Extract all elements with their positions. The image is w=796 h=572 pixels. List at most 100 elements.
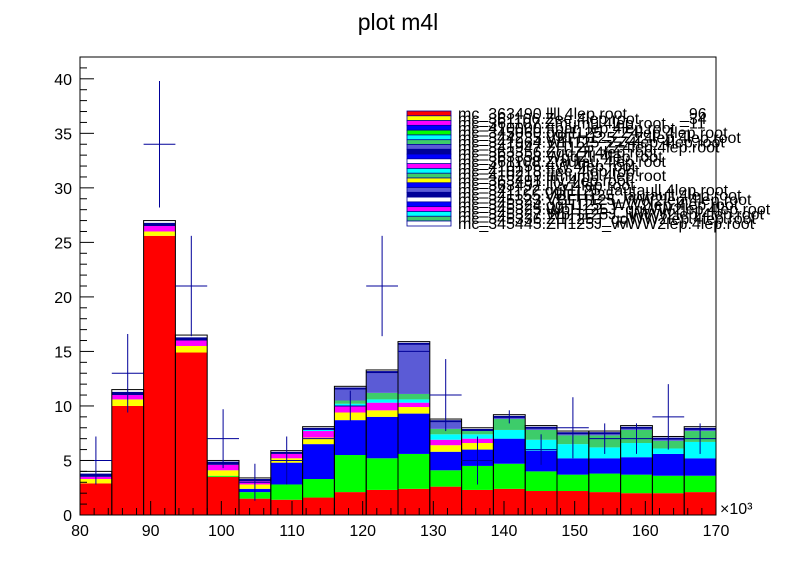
stack-bar-s5-b10: [398, 399, 430, 403]
data-point: [652, 384, 685, 450]
data-point: [111, 333, 144, 413]
legend-entry: mc_345336.ZH125J_qqWW2lep.4lep.root: [406, 211, 757, 228]
stack-bar-s4-b10: [398, 402, 430, 408]
x-tick-label: 100: [208, 523, 235, 540]
stack-bar-s0-b9: [366, 489, 398, 515]
y-tick-label: 40: [54, 72, 72, 89]
data-point: [143, 80, 176, 208]
stack-bar-s8-b7: [302, 427, 335, 430]
stack-bar-s1-b7: [302, 479, 335, 498]
legend-label: mc_345336.ZH125J_qqWW2lep.4lep.root: [458, 211, 757, 228]
legend-label: mc_341964.WH125_ZZ4lep.4lep.root: [458, 135, 725, 152]
stack-bar-s6-b11: [429, 428, 462, 435]
legend-label: mc_345060.ggH125_ZZ4lep.4lep.root: [458, 125, 728, 142]
stack-bar-s1-b10: [398, 453, 430, 489]
stack-bar-s2-b18: [652, 453, 685, 476]
stack-bar-s4-b7: [302, 431, 335, 438]
stack-bar-s4-b11: [429, 439, 462, 446]
stack-bar-s9-b10: [398, 341, 430, 343]
stack-bar-s1-b19: [684, 475, 716, 493]
stack-bar-s0-b16: [588, 492, 621, 515]
stack-bar-s9-b3: [175, 335, 208, 338]
y-tick-label: 0: [63, 508, 72, 525]
data-point: [525, 434, 557, 465]
stack-bar-s6-b10: [398, 393, 430, 400]
legend-label: mc_363491.lllv.4lep.root: [458, 173, 631, 190]
legend-label: mc_363492.llvv.4lep.root: [458, 178, 635, 195]
stack-bar-s0-b10: [398, 488, 430, 515]
stack-bar-s2-b19: [684, 458, 716, 476]
stack-bar-s5-b13: [493, 429, 526, 439]
legend-entry: mc_345325.WpH125J_qqWW2lep.4lep.root: [406, 202, 771, 219]
stack-bar-s0-b13: [493, 488, 526, 515]
stack-bar-s2-b10: [398, 413, 430, 454]
data-points: [80, 80, 716, 501]
y-tick-label: 5: [63, 453, 72, 470]
data-point: [207, 409, 239, 469]
legend-label: mc_344235.VBFH125_ZZ4lep.4lep.root: [458, 130, 741, 147]
stack-bar-s7-b9: [366, 373, 398, 393]
stack-bar-s3-b9: [366, 410, 398, 417]
data-point: [334, 390, 367, 422]
stack-bar-s5-b11: [429, 434, 462, 440]
y-tick-label: 25: [54, 235, 72, 252]
legend-entry: mc_341155.VBFH125_tautaull.4lep.root: [406, 187, 742, 204]
legend-swatch: [406, 215, 452, 222]
data-point: [175, 235, 208, 337]
legend-swatch: [406, 191, 452, 198]
stack-bar-s8-b8: [334, 387, 367, 390]
legend-swatch: [406, 206, 452, 213]
stack-bar-s0-b3: [175, 352, 208, 515]
stack-bar-s9-b9: [366, 369, 398, 372]
stack-bar-s4-b3: [175, 340, 208, 346]
stack-bar-s1-b14: [525, 471, 557, 492]
x-tick-label: 80: [71, 523, 89, 540]
legend-label: mc_363490.llll.4lep.root: [458, 106, 628, 123]
data-point: [429, 359, 462, 432]
x-tick-label: 110: [279, 523, 305, 540]
x-tick-label: 140: [491, 523, 518, 540]
stack-bar-s5-b18: [652, 448, 685, 454]
stack-bar-s1-b18: [652, 475, 685, 494]
legend-swatch: [406, 110, 452, 117]
stack-bar-s1-b8: [334, 455, 367, 493]
legend-entry: mc_361106.Zee.4lep.root _34: [406, 111, 707, 128]
stack-bar-s8-b3: [175, 337, 208, 341]
y-tick-label: 30: [54, 181, 72, 198]
data-point: [557, 397, 589, 459]
stack-bar-s1-b15: [557, 474, 589, 492]
stack-bar-s1-b16: [588, 473, 621, 493]
stack-bar-s2-b8: [334, 420, 367, 456]
x-tick-label: 120: [349, 523, 376, 540]
stack-bar-s9-b8: [334, 386, 367, 388]
legend-swatch: [406, 144, 452, 150]
y-tick-label: 10: [54, 399, 72, 416]
x-tick-label: 130: [420, 523, 447, 540]
legend-swatch: [406, 129, 452, 136]
legend-label: mc_345323.VBFH125_WW2lep.4lep.root: [458, 192, 752, 209]
stack-bar-s3-b11: [429, 445, 462, 452]
legend-label: mc_345325.WpH125J_qqWW2lep.4lep.root: [458, 202, 771, 219]
y-tick-label: 35: [54, 126, 72, 143]
stack-bar-s2-b13: [493, 438, 526, 464]
legend-label: mc_363358.WqqZll.4lep.root: [458, 149, 663, 166]
stack-bar-s2-b17: [620, 457, 653, 475]
stack-bar-s6-b12: [461, 431, 494, 435]
legend-label: mc_410218.ttee.4lep.root: [458, 163, 640, 180]
x-tick-label: 170: [703, 523, 730, 540]
legend-label: mc_341122.ggH125_tautaull.4lep.root: [458, 183, 729, 200]
axes: 0 5 10 15 20 25 30 35 40 80 90 100 110 120 130 140 150 16…: [54, 56, 730, 540]
legend-entry: mc_361107.Zmumu.4lep.root _11: [406, 116, 706, 133]
stack-bar-s0-b6: [270, 499, 303, 515]
legend-swatch: [406, 201, 452, 208]
stack-bar-s2-b15: [557, 458, 589, 475]
stack-bar-s4-b9: [366, 402, 398, 411]
data-point: [270, 436, 303, 485]
stack-bar-s0-b8: [334, 492, 367, 515]
stack-bar-s3-b7: [302, 437, 335, 445]
legend-swatch: [406, 158, 452, 165]
chart-title: plot m4l: [358, 9, 439, 35]
stack-bar-s0-b17: [620, 493, 653, 515]
stack-bar-s0-b18: [652, 493, 685, 515]
stack-bar-s3-b4: [207, 470, 239, 476]
